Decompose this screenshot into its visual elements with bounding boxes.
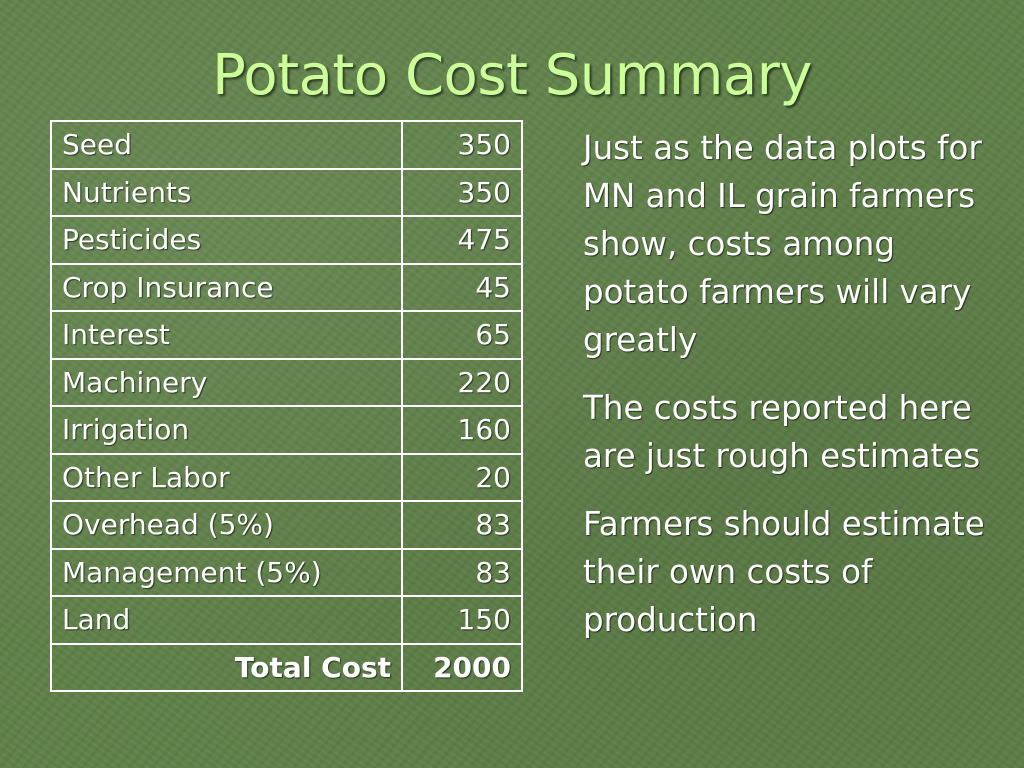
cost-item-value: 350 bbox=[401, 167, 523, 217]
table-row: Interest 65 bbox=[50, 310, 523, 360]
cost-item-value: 150 bbox=[401, 595, 523, 645]
total-cost-value: 2000 bbox=[401, 642, 523, 692]
cost-item-value: 220 bbox=[401, 357, 523, 407]
table-row: Overhead (5%) 83 bbox=[50, 500, 523, 550]
table-row: Crop Insurance 45 bbox=[50, 262, 523, 312]
table-row: Management (5%) 83 bbox=[50, 547, 523, 597]
cost-item-value: 475 bbox=[401, 215, 523, 265]
note-paragraph: The costs reported here are just rough e… bbox=[583, 389, 981, 475]
cost-item-label: Irrigation bbox=[50, 405, 403, 455]
note-paragraph: Just as the data plots for MN and IL gra… bbox=[583, 129, 982, 359]
cost-item-value: 83 bbox=[401, 500, 523, 550]
notes-text-box: Just as the data plots for MN and IL gra… bbox=[583, 124, 1003, 664]
cost-item-label: Seed bbox=[50, 120, 403, 170]
cost-item-label: Nutrients bbox=[50, 167, 403, 217]
cost-item-label: Pesticides bbox=[50, 215, 403, 265]
total-cost-label: Total Cost bbox=[50, 642, 403, 692]
cost-item-label: Overhead (5%) bbox=[50, 500, 403, 550]
table-row: Irrigation 160 bbox=[50, 405, 523, 455]
table-row: Nutrients 350 bbox=[50, 167, 523, 217]
table-row: Other Labor 20 bbox=[50, 452, 523, 502]
cost-item-label: Land bbox=[50, 595, 403, 645]
table-row: Pesticides 475 bbox=[50, 215, 523, 265]
cost-item-label: Management (5%) bbox=[50, 547, 403, 597]
cost-item-value: 65 bbox=[401, 310, 523, 360]
total-row: Total Cost 2000 bbox=[50, 642, 523, 692]
cost-item-label: Other Labor bbox=[50, 452, 403, 502]
table-row: Machinery 220 bbox=[50, 357, 523, 407]
cost-item-value: 83 bbox=[401, 547, 523, 597]
cost-item-label: Machinery bbox=[50, 357, 403, 407]
cost-item-label: Interest bbox=[50, 310, 403, 360]
note-paragraph: Farmers should estimate their own costs … bbox=[583, 505, 985, 639]
cost-item-value: 350 bbox=[401, 120, 523, 170]
cost-table: Seed 350 Nutrients 350 Pesticides 475 Cr… bbox=[50, 120, 523, 692]
table-row: Seed 350 bbox=[50, 120, 523, 170]
cost-item-label: Crop Insurance bbox=[50, 262, 403, 312]
cost-item-value: 160 bbox=[401, 405, 523, 455]
cost-item-value: 20 bbox=[401, 452, 523, 502]
slide-title: Potato Cost Summary bbox=[212, 43, 812, 108]
cost-item-value: 45 bbox=[401, 262, 523, 312]
table-row: Land 150 bbox=[50, 595, 523, 645]
